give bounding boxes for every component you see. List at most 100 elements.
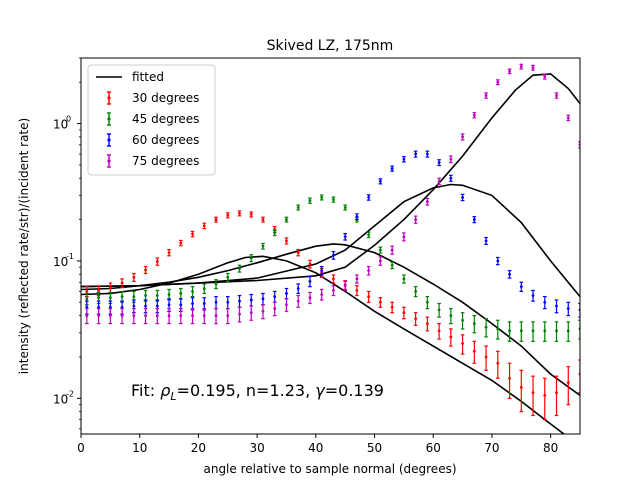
data-point (202, 314, 206, 318)
fit-annotation-prefix: Fit: (131, 381, 160, 400)
data-point (425, 300, 429, 304)
data-point (367, 295, 371, 299)
plot-area-frame (80, 57, 581, 435)
data-point (238, 312, 241, 316)
data-point (343, 206, 347, 209)
data-point (555, 329, 558, 333)
data-point (320, 293, 324, 296)
data-point (543, 300, 547, 304)
data-point (285, 303, 288, 307)
data-point (296, 251, 300, 255)
data-point (343, 235, 347, 239)
data-point (449, 335, 453, 339)
y-tick-label: 10 (53, 255, 68, 269)
data-point (308, 279, 312, 283)
data-point (273, 307, 277, 310)
x-axis-ticks: 0 10 20 30 40 50 60 70 80 (77, 434, 558, 455)
legend-label-75-degrees: 75 degrees (132, 154, 199, 168)
data-point (461, 196, 464, 199)
data-point (367, 233, 371, 237)
data-point (543, 75, 547, 78)
data-point (414, 317, 418, 321)
data-point (273, 295, 277, 299)
data-point (484, 94, 488, 97)
data-point (555, 391, 558, 395)
data-point (97, 314, 101, 318)
data-point (167, 314, 171, 318)
series-75-degrees (85, 63, 580, 325)
data-point (214, 300, 218, 304)
data-point (390, 248, 394, 252)
data-point (308, 199, 312, 202)
data-point (108, 314, 112, 318)
data-point (108, 305, 112, 309)
data-point (202, 224, 206, 228)
fit-annotation-gamma: γ (315, 381, 326, 400)
data-point (566, 381, 570, 385)
data-point (332, 198, 335, 201)
data-point (85, 314, 89, 318)
data-point (238, 211, 241, 215)
data-point (179, 241, 183, 245)
data-point (531, 66, 535, 70)
x-tick-label: 70 (484, 441, 499, 455)
fitted-curve (81, 255, 566, 434)
data-point (531, 391, 535, 395)
data-point (379, 179, 382, 183)
data-point (191, 232, 194, 236)
data-point (461, 342, 464, 346)
data-point (144, 314, 147, 318)
y-axis-label: intensity (reflected rate/str)/(incident… (17, 118, 31, 374)
data-point (296, 206, 300, 209)
data-point (402, 157, 406, 161)
data-point (343, 284, 347, 288)
data-point (249, 298, 253, 302)
data-point (390, 263, 394, 267)
data-point (449, 314, 453, 318)
data-point (355, 277, 359, 281)
data-point (167, 303, 171, 307)
x-tick-label: 40 (308, 441, 323, 455)
data-point (508, 272, 511, 276)
data-point (566, 116, 570, 120)
data-point (496, 327, 500, 331)
data-point (519, 329, 523, 333)
data-point (425, 152, 429, 156)
fit-annotation-rho-sub: L (170, 390, 176, 403)
x-tick-label: 80 (543, 441, 558, 455)
data-point (519, 386, 523, 389)
data-point (472, 322, 476, 325)
data-point (414, 290, 418, 293)
data-point (437, 308, 441, 312)
data-point (249, 213, 253, 216)
fit-annotation-rest: =0.195, n=1.23, (177, 381, 316, 400)
data-point (273, 231, 277, 235)
data-point (484, 239, 488, 243)
data-point (379, 259, 382, 263)
data-point (543, 394, 547, 397)
data-point (320, 196, 324, 199)
data-point (167, 251, 171, 255)
data-point (461, 135, 464, 139)
y-tick-label: 10 (53, 392, 68, 406)
data-point (566, 307, 570, 310)
data-point (249, 256, 253, 260)
data-point (85, 297, 89, 301)
data-point (449, 176, 453, 180)
legend-swatch-marker (107, 159, 111, 163)
data-point (226, 213, 230, 217)
data-point (543, 329, 547, 333)
data-point (120, 305, 124, 309)
data-series (85, 63, 580, 421)
fit-annotation-gamma-value: =0.139 (325, 381, 384, 400)
data-point (132, 304, 136, 308)
data-point (155, 260, 159, 263)
legend-swatch-marker (107, 138, 111, 142)
data-point (390, 167, 394, 171)
data-point (120, 281, 124, 285)
legend-label-30-degrees: 30 degrees (132, 91, 199, 105)
data-point (472, 218, 476, 221)
legend-label-45-degrees: 45 degrees (132, 112, 199, 126)
data-point (437, 161, 441, 164)
